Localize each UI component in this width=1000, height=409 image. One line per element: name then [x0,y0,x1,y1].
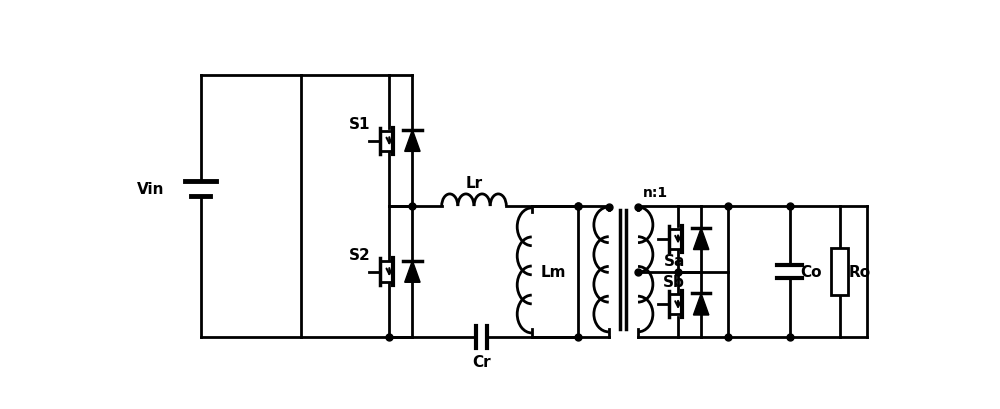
Text: Co: Co [801,264,822,279]
Text: S1: S1 [349,117,371,132]
Text: Ro: Ro [849,264,871,279]
Polygon shape [405,261,420,283]
Bar [831,249,848,295]
Polygon shape [693,229,709,250]
Text: n:1: n:1 [643,186,668,200]
Text: S2: S2 [349,247,371,263]
Text: Vin: Vin [137,182,164,196]
Text: Sb: Sb [663,274,685,289]
Text: Cr: Cr [472,354,491,369]
Polygon shape [693,294,709,315]
Text: Sa: Sa [664,253,685,268]
Text: Lm: Lm [541,264,566,279]
Polygon shape [405,130,420,152]
Text: Lr: Lr [465,176,483,191]
